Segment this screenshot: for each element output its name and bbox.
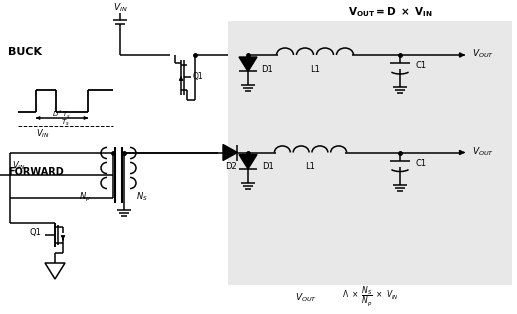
- Text: $\Lambda\ \times\ \dfrac{N_S}{N_p}\ \times\ V_{IN}$: $\Lambda\ \times\ \dfrac{N_S}{N_p}\ \tim…: [342, 284, 399, 308]
- Text: D2: D2: [225, 162, 237, 171]
- Text: C1: C1: [416, 62, 427, 71]
- Polygon shape: [223, 144, 237, 160]
- Polygon shape: [239, 57, 257, 71]
- Text: Q1: Q1: [193, 73, 204, 82]
- Polygon shape: [239, 154, 257, 169]
- Text: L1: L1: [310, 64, 320, 73]
- Text: $D^*T_s$: $D^*T_s$: [52, 109, 71, 121]
- Text: $V_{IN}$: $V_{IN}$: [113, 2, 127, 14]
- Text: FORWARD: FORWARD: [8, 167, 64, 177]
- Text: $V_{OUT}$: $V_{OUT}$: [472, 48, 494, 60]
- Text: $\mathbf{V_{OUT} = D\ \times\ V_{IN}}$: $\mathbf{V_{OUT} = D\ \times\ V_{IN}}$: [348, 5, 432, 19]
- FancyBboxPatch shape: [228, 21, 512, 285]
- Text: $N_p$: $N_p$: [79, 191, 91, 203]
- Text: $V_{IN}$: $V_{IN}$: [12, 160, 26, 172]
- Text: $N_S$: $N_S$: [136, 191, 148, 203]
- Text: Q1: Q1: [29, 229, 41, 237]
- Text: $V_{OUT}$: $V_{OUT}$: [295, 292, 317, 304]
- Text: D1: D1: [262, 162, 273, 171]
- Text: $V_{OUT}$: $V_{OUT}$: [472, 145, 494, 158]
- Text: $V_{IN}$: $V_{IN}$: [36, 128, 50, 140]
- Text: D1: D1: [261, 64, 273, 73]
- Text: L1: L1: [306, 162, 315, 171]
- Text: C1: C1: [416, 159, 427, 168]
- Text: BUCK: BUCK: [8, 47, 42, 57]
- Text: $T_s$: $T_s$: [60, 118, 69, 128]
